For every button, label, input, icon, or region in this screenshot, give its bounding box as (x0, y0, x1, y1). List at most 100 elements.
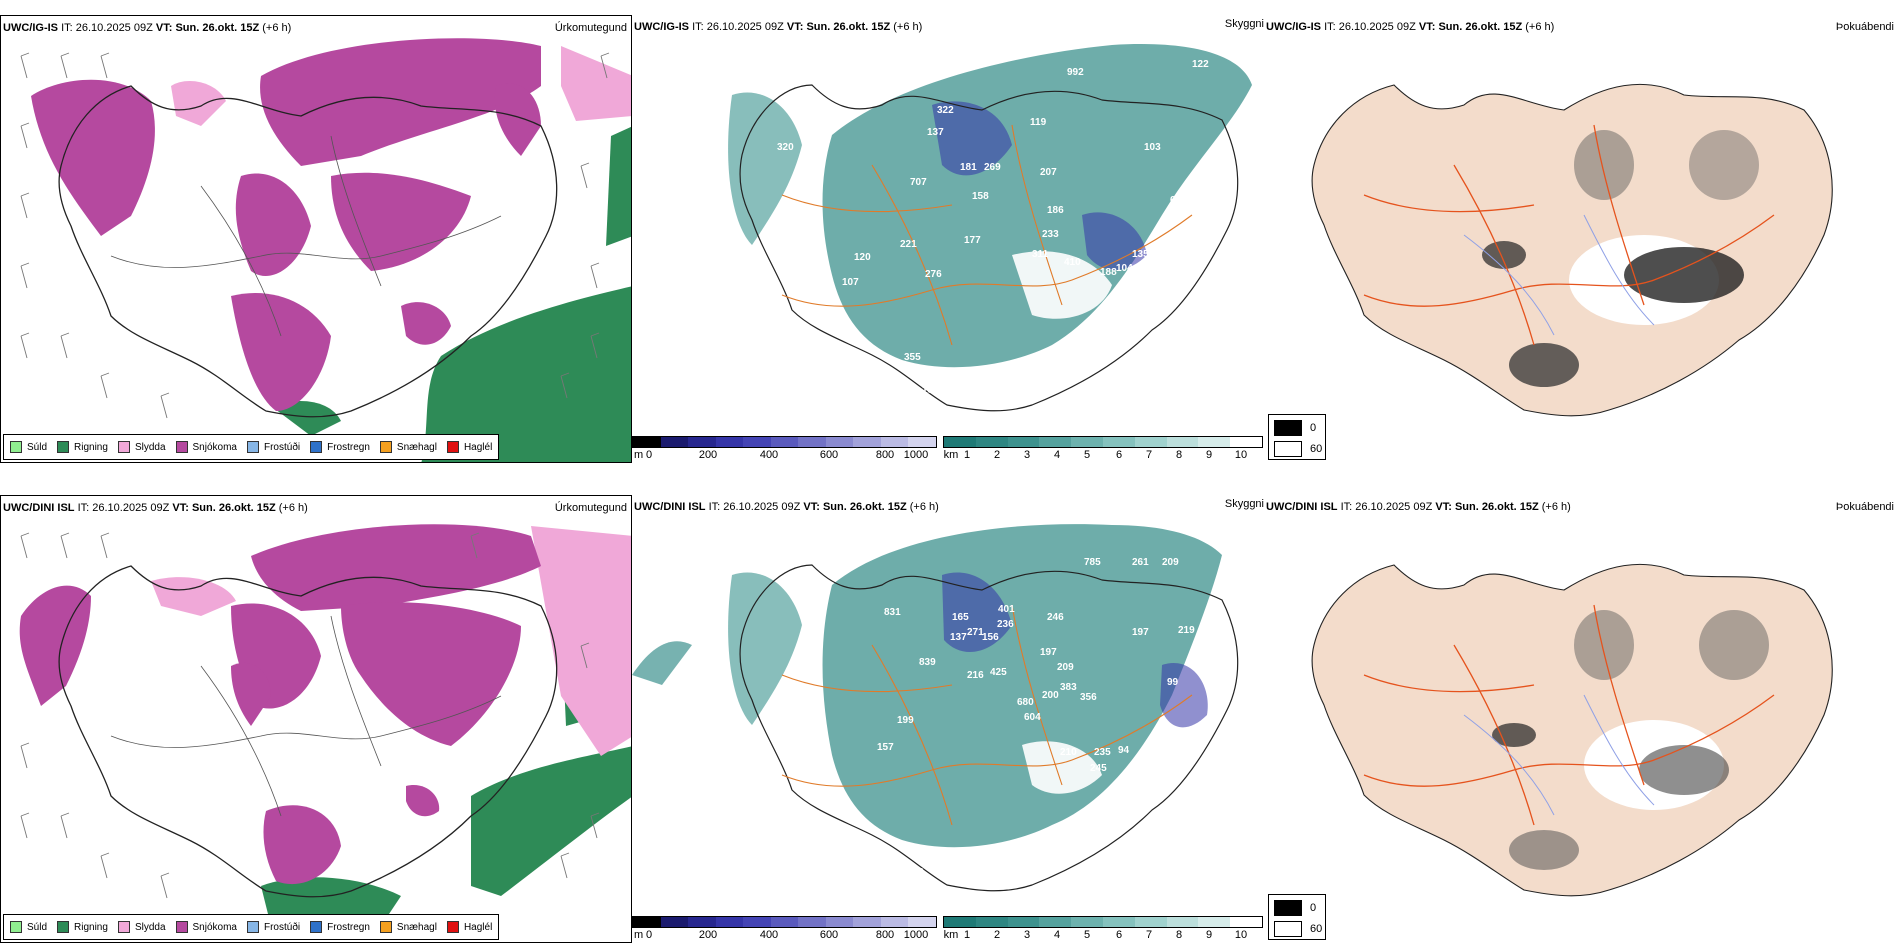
svg-text:181: 181 (960, 162, 977, 173)
svg-text:199: 199 (897, 715, 914, 726)
svg-text:158: 158 (972, 191, 989, 202)
legend-item-snow-pellets: Snæhagl (379, 921, 437, 933)
svg-text:246: 246 (1047, 612, 1064, 623)
legend-item-snow: Snjókoma (175, 921, 237, 933)
svg-text:104: 104 (1116, 263, 1133, 274)
snow-area (235, 173, 311, 276)
snow-area (251, 524, 541, 611)
svg-text:282: 282 (792, 183, 809, 194)
svg-text:137: 137 (950, 632, 967, 643)
svg-text:210: 210 (1060, 747, 1077, 758)
fog-shade (1482, 241, 1526, 269)
legend-item-rain: Rigning (57, 441, 108, 453)
svg-text:94: 94 (1118, 745, 1130, 756)
svg-text:172: 172 (907, 867, 924, 878)
elevation-area (932, 101, 1012, 176)
river-lines (1463, 694, 1655, 816)
rain-area (606, 126, 631, 246)
road-lines (781, 124, 1193, 346)
svg-text:209: 209 (1057, 662, 1074, 673)
snow-area (494, 83, 541, 156)
legend-item-freezing-rain: Frostregn (310, 921, 370, 933)
iceland-coastline (58, 565, 558, 898)
svg-text:311: 311 (1032, 249, 1049, 260)
svg-text:604: 604 (1024, 712, 1041, 723)
svg-text:236: 236 (997, 619, 1014, 630)
panel-parameter-label: Þokuábendi (1835, 21, 1894, 33)
low-visibility-area (728, 92, 802, 245)
svg-text:383: 383 (1060, 682, 1077, 693)
svg-text:191: 191 (905, 885, 922, 896)
land-area (1312, 564, 1833, 896)
precip-type-legend: Súld Rigning Slydda Snjókoma Frostúði Fr… (3, 434, 500, 460)
svg-text:831: 831 (884, 607, 901, 618)
visibility-panel-bottom: 831 839 165 271 137 156 401 236 216 425 246 197 2… (632, 495, 1264, 943)
sleet-area (151, 577, 236, 616)
visibility-colorbar-top: km 1 2 3 4 5 6 7 8 9 10 (943, 436, 1263, 462)
visibility-colorbar-bottom: km 1 2 3 4 5 6 7 8 9 10 (943, 916, 1263, 942)
low-visibility-area (822, 44, 1252, 368)
rain-area (421, 286, 631, 462)
fog-shade (1509, 830, 1579, 870)
precip-type-panel-bottom: UWC/DINI ISL IT: 26.10.2025 09Z VT: Sun.… (0, 495, 632, 943)
svg-text:111: 111 (770, 712, 786, 723)
svg-text:165: 165 (952, 612, 969, 623)
snow-area (263, 805, 341, 885)
fog-map-bottom (1311, 563, 1833, 897)
elevation-colorbar-top: m 0 200 400 600 800 1000 (632, 436, 937, 462)
svg-text:707: 707 (910, 177, 927, 188)
fog-shade (1509, 343, 1579, 387)
svg-text:119: 119 (1030, 117, 1047, 128)
snow-area (260, 38, 541, 166)
wind-barbs (20, 52, 610, 419)
panel-title: UWC/DINI ISL IT: 26.10.2025 09Z VT: Sun.… (1266, 501, 1571, 513)
fog-shade (1689, 130, 1759, 200)
svg-text:128: 128 (928, 887, 945, 898)
svg-text:120: 120 (854, 252, 871, 263)
elevation-area (1160, 663, 1208, 728)
fog-shade (1574, 130, 1634, 200)
legend-item-freezing-drizzle: Frostúði (246, 921, 300, 933)
svg-text:356: 356 (1080, 692, 1097, 703)
low-visibility-area (728, 572, 802, 725)
svg-text:261: 261 (1132, 557, 1149, 568)
iceland-coastline (58, 85, 558, 418)
iceland-coastline (1311, 83, 1833, 417)
svg-text:271: 271 (967, 627, 984, 638)
fog-panel-top: UWC/IG-IS IT: 26.10.2025 09Z VT: Sun. 26… (1264, 15, 1900, 463)
snow-area (19, 585, 92, 706)
river-lines (1463, 214, 1655, 336)
svg-text:322: 322 (937, 105, 954, 116)
fog-map-top (1311, 83, 1833, 417)
road-lines (1363, 124, 1775, 346)
snow-area (231, 292, 331, 411)
panel-title: UWC/DINI ISL IT: 26.10.2025 09Z VT: Sun.… (634, 501, 939, 513)
legend-item-freezing-drizzle: Frostúði (246, 441, 300, 453)
svg-text:221: 221 (900, 239, 917, 250)
panel-parameter-label: Skyggni (1224, 18, 1264, 30)
road-lines (781, 604, 1193, 826)
clear-visibility-area (1012, 251, 1112, 319)
svg-text:410: 410 (1064, 257, 1081, 268)
svg-text:839: 839 (919, 657, 936, 668)
panel-parameter-label: Skyggni (1224, 498, 1264, 510)
snow-area (231, 662, 271, 726)
fog-legend-top: 0 60 (1268, 414, 1326, 460)
legend-item-hail: Haglél (446, 441, 492, 453)
panel-parameter-label: Úrkomutegund (554, 502, 627, 514)
sleet-area (561, 46, 631, 121)
rain-area (261, 877, 401, 926)
panel-title: UWC/IG-IS IT: 26.10.2025 09Z VT: Sun. 26… (634, 21, 923, 33)
panel-title: UWC/DINI ISL IT: 26.10.2025 09Z VT: Sun.… (3, 502, 308, 514)
svg-text:107: 107 (842, 277, 859, 288)
panel-title: UWC/IG-IS IT: 26.10.2025 09Z VT: Sun. 26… (1266, 21, 1555, 33)
snow-area (331, 172, 471, 271)
svg-text:186: 186 (1047, 205, 1064, 216)
fog-panel-bottom: UWC/DINI ISL IT: 26.10.2025 09Z VT: Sun.… (1264, 495, 1900, 943)
svg-text:235: 235 (1094, 747, 1111, 758)
visibility-colorbar-swatches (943, 436, 1263, 448)
low-visibility-area (632, 641, 692, 685)
elevation-labels: 831 839 165 271 137 156 401 236 216 425 246 197 2… (770, 557, 1195, 898)
fog-shade (1492, 723, 1536, 747)
